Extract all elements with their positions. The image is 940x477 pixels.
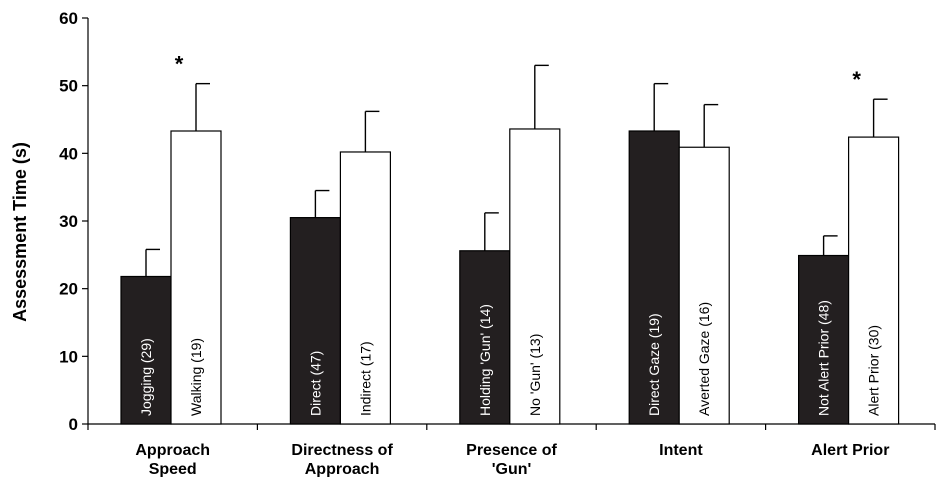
- bar-label: Jogging (29): [138, 338, 154, 416]
- bar-label: Direct (47): [307, 351, 323, 416]
- category-label-line: Directness of: [291, 442, 393, 459]
- bar-group: Not Alert Prior (48) Alert Prior (30) *: [797, 67, 900, 425]
- category-label-line: Intent: [659, 442, 703, 459]
- category-label: Alert Prior: [811, 442, 889, 459]
- y-tick-label: 10: [59, 347, 78, 366]
- bar-group: Holding 'Gun' (14) No 'Gun' (13): [459, 64, 561, 425]
- bars: Jogging (29) Walking (19) * Direct (47) Indi…: [120, 52, 900, 425]
- category-label-line: Speed: [149, 461, 197, 477]
- bar: [797, 254, 850, 425]
- bar-label: Indirect (17): [357, 341, 373, 416]
- bar: [120, 275, 172, 425]
- bar-label: Direct Gaze (19): [646, 313, 662, 416]
- category-label-line: Approach: [135, 442, 210, 459]
- y-tick-label: 60: [59, 9, 78, 28]
- y-tick-label: 30: [59, 212, 78, 231]
- category-label: Approach Speed: [135, 442, 210, 477]
- bar: [339, 151, 391, 425]
- bar: [509, 128, 561, 425]
- bar: [170, 130, 222, 425]
- significance-marker: *: [852, 67, 861, 92]
- bar: [628, 130, 680, 425]
- bar-label: Holding 'Gun' (14): [477, 304, 493, 416]
- y-tick-label: 0: [69, 415, 78, 434]
- y-tick-label: 50: [59, 77, 78, 96]
- category-label-line: Approach: [305, 461, 380, 477]
- category-label-line: 'Gun': [492, 461, 532, 477]
- bar: [289, 217, 341, 425]
- y-axis: 0 10 20 30 40 50 60: [59, 9, 89, 434]
- bar-group: Direct Gaze (19) Averted Gaze (16): [628, 82, 730, 425]
- category-label: Presence of 'Gun': [466, 442, 557, 477]
- bar: [847, 136, 900, 425]
- x-axis: Approach Speed Directness of Approach Presen…: [87, 423, 936, 477]
- bar-label: Not Alert Prior (48): [816, 300, 832, 416]
- bar-label: Averted Gaze (16): [696, 302, 712, 416]
- bar-label: Alert Prior (30): [866, 325, 882, 416]
- y-tick-label: 40: [59, 144, 78, 163]
- bar-group: Direct (47) Indirect (17): [289, 110, 391, 425]
- category-label: Directness of Approach: [291, 442, 393, 477]
- bar: [678, 146, 730, 425]
- significance-marker: *: [175, 52, 184, 77]
- category-label-line: Presence of: [466, 442, 557, 459]
- bar-label: No 'Gun' (13): [527, 334, 543, 416]
- category-label-line: Alert Prior: [811, 442, 889, 459]
- bar-group: Jogging (29) Walking (19) *: [120, 52, 222, 425]
- y-axis-title: Assessment Time (s): [10, 142, 30, 322]
- category-label: Intent: [659, 442, 703, 459]
- y-tick-label: 20: [59, 280, 78, 299]
- bar-label: Walking (19): [188, 338, 204, 416]
